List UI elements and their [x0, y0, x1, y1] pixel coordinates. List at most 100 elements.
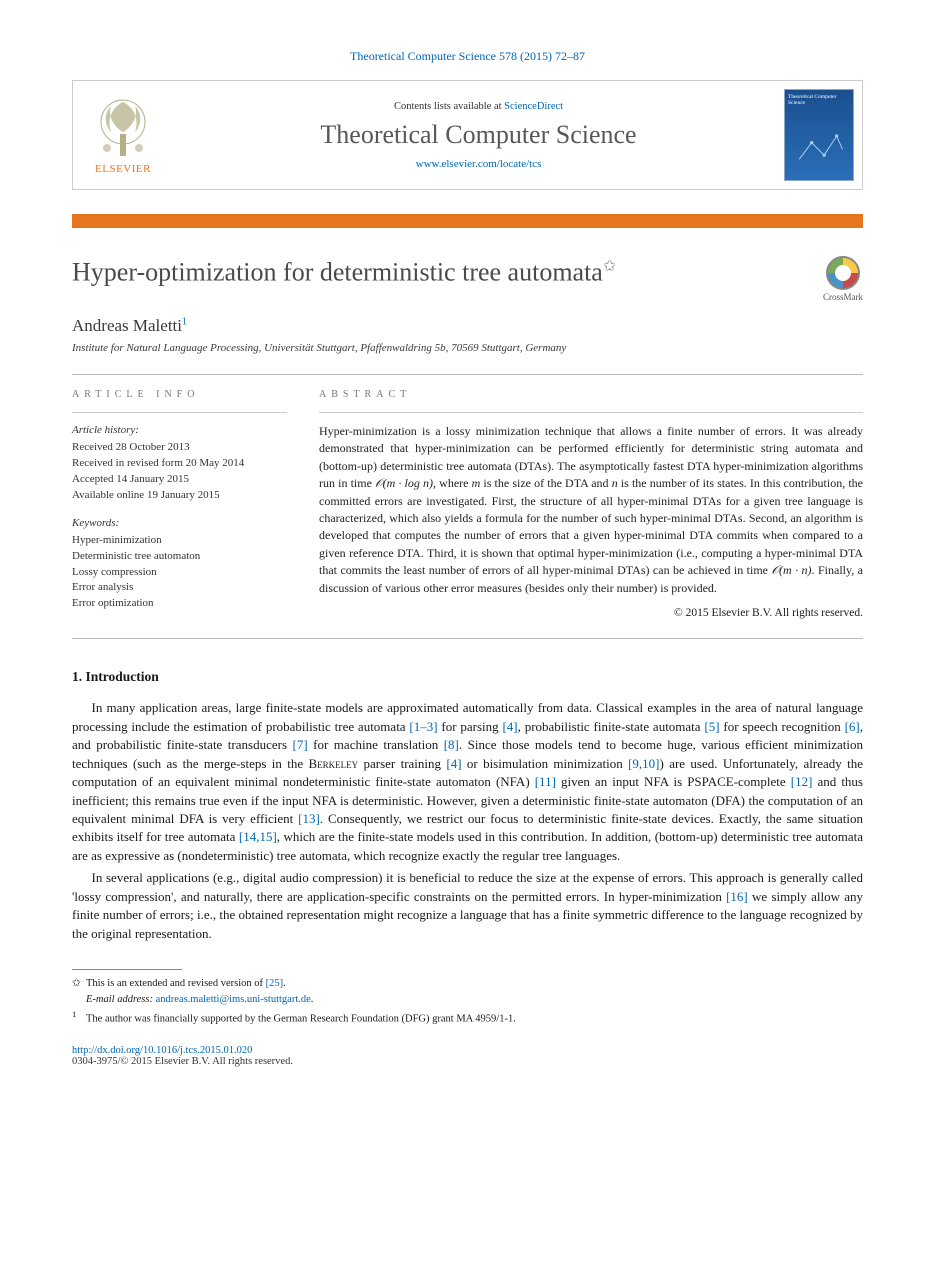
journal-name: Theoretical Computer Science [173, 120, 784, 150]
footnote-text: This is an extended and revised version … [86, 978, 266, 989]
title-note-symbol: ✩ [603, 258, 616, 275]
ref-link[interactable]: [9,10] [628, 756, 659, 771]
email-label: E-mail address: [86, 994, 153, 1005]
title-row: Hyper-optimization for deterministic tre… [72, 256, 863, 302]
author-note-marker: 1 [182, 316, 187, 327]
body-seg: or bisimulation minimization [462, 756, 629, 771]
copyright-line: © 2015 Elsevier B.V. All rights reserved… [319, 607, 863, 619]
cover-thumbnail: Theoretical Computer Science [784, 89, 854, 181]
ref-link[interactable]: [4] [446, 756, 461, 771]
top-citation: Theoretical Computer Science 578 (2015) … [72, 48, 863, 64]
body-seg: for machine translation [308, 737, 444, 752]
crossmark-badge[interactable]: CrossMark [823, 256, 863, 302]
footnote-text: The author was financially supported by … [86, 1013, 516, 1024]
history-heading: Article history: [72, 423, 287, 439]
ref-link[interactable]: [12] [791, 774, 813, 789]
footnote-symbol: ✩ [72, 976, 86, 992]
body-paragraph: In several applications (e.g., digital a… [72, 869, 863, 943]
ref-link[interactable]: [11] [535, 774, 556, 789]
publisher-name: ELSEVIER [95, 163, 151, 175]
section-title: Introduction [86, 669, 159, 684]
keywords-group: Keywords: Hyper-minimization Determinist… [72, 516, 287, 613]
history-item: Received in revised form 20 May 2014 [72, 456, 287, 472]
ref-link[interactable]: [7] [293, 737, 308, 752]
abstract-var: m [472, 476, 481, 490]
keywords-heading: Keywords: [72, 516, 287, 532]
ref-link[interactable]: [4] [502, 719, 517, 734]
author-text: Andreas Maletti [72, 316, 182, 335]
body-smallcaps: Berkeley [308, 756, 358, 771]
ref-link[interactable]: [25] [266, 978, 284, 989]
article-info-label: ARTICLE INFO [72, 389, 287, 400]
abstract-seg: is the number of its states. In this con… [319, 476, 863, 577]
history-item: Available online 19 January 2015 [72, 488, 287, 504]
abstract-seg: is the size of the DTA and [480, 476, 611, 490]
header-center: Contents lists available at ScienceDirec… [173, 81, 784, 189]
crossmark-icon [826, 256, 860, 290]
body-seg: for speech recognition [720, 719, 845, 734]
history-item: Received 28 October 2013 [72, 440, 287, 456]
body-seg: for parsing [438, 719, 503, 734]
footnote-rule [72, 969, 182, 970]
doi: http://dx.doi.org/10.1016/j.tcs.2015.01.… [72, 1045, 863, 1056]
keyword: Hyper-minimization [72, 533, 287, 549]
info-abstract-row: ARTICLE INFO Article history: Received 2… [72, 389, 863, 624]
contents-available: Contents lists available at ScienceDirec… [173, 101, 784, 112]
doi-link[interactable]: http://dx.doi.org/10.1016/j.tcs.2015.01.… [72, 1045, 252, 1056]
ref-link[interactable]: [8] [444, 737, 459, 752]
crossmark-label: CrossMark [823, 292, 863, 302]
keyword: Error optimization [72, 596, 287, 612]
ref-link[interactable]: [16] [726, 889, 748, 904]
issn-copyright: 0304-3975/© 2015 Elsevier B.V. All right… [72, 1056, 863, 1067]
article-title-text: Hyper-optimization for deterministic tre… [72, 258, 603, 287]
cover-art-icon [785, 126, 855, 176]
article-info-column: ARTICLE INFO Article history: Received 2… [72, 389, 287, 624]
footnote: ✩This is an extended and revised version… [72, 976, 863, 992]
footnote: 1 The author was financially supported by… [72, 1008, 863, 1027]
footnote-symbol: 1 [72, 1009, 76, 1019]
body-seg: given an input NFA is PSPACE-complete [556, 774, 791, 789]
abstract-label: ABSTRACT [319, 389, 863, 400]
accent-bar [72, 214, 863, 228]
footnote-email: E-mail address: andreas.maletti@ims.uni-… [72, 992, 863, 1008]
ref-link[interactable]: [1–3] [409, 719, 437, 734]
keyword: Deterministic tree automaton [72, 549, 287, 565]
body-seg: , probabilistic finite-state automata [518, 719, 705, 734]
email-link[interactable]: andreas.maletti@ims.uni-stuttgart.de [156, 994, 311, 1005]
abstract-math: 𝒪(m · n) [771, 563, 811, 577]
section-heading: 1. Introduction [72, 669, 863, 685]
ref-link[interactable]: [14,15] [239, 829, 277, 844]
journal-cover: Theoretical Computer Science [784, 81, 862, 189]
abstract-seg: , where [433, 476, 472, 490]
ref-link[interactable]: [13] [298, 811, 320, 826]
contents-prefix: Contents lists available at [394, 101, 504, 112]
top-citation-link[interactable]: Theoretical Computer Science 578 (2015) … [350, 49, 585, 63]
journal-homepage: www.elsevier.com/locate/tcs [173, 158, 784, 170]
abstract-text: Hyper-minimization is a lossy minimizati… [319, 423, 863, 597]
keyword: Error analysis [72, 580, 287, 596]
article-title: Hyper-optimization for deterministic tre… [72, 256, 807, 288]
article-info: Article history: Received 28 October 201… [72, 423, 287, 612]
history-group: Article history: Received 28 October 201… [72, 423, 287, 504]
page-container: Theoretical Computer Science 578 (2015) … [0, 0, 935, 1107]
abstract-divider [319, 412, 863, 413]
divider [72, 374, 863, 375]
history-item: Accepted 14 January 2015 [72, 472, 287, 488]
publisher-logo: ELSEVIER [73, 81, 173, 189]
ref-link[interactable]: [6] [845, 719, 860, 734]
abstract-math: 𝒪(m · log n) [375, 476, 433, 490]
footnote-text: . [283, 978, 286, 989]
elsevier-tree-icon [93, 96, 153, 161]
body-seg: parser training [358, 756, 446, 771]
info-divider [72, 412, 287, 413]
cover-title: Theoretical Computer Science [785, 90, 853, 106]
affiliation: Institute for Natural Language Processin… [72, 342, 863, 354]
abstract-column: ABSTRACT Hyper-minimization is a lossy m… [319, 389, 863, 624]
keyword: Lossy compression [72, 565, 287, 581]
author-name: Andreas Maletti1 [72, 316, 863, 336]
divider [72, 638, 863, 639]
body-paragraph: In many application areas, large finite-… [72, 699, 863, 865]
sciencedirect-link[interactable]: ScienceDirect [504, 101, 563, 112]
ref-link[interactable]: [5] [704, 719, 719, 734]
journal-homepage-link[interactable]: www.elsevier.com/locate/tcs [416, 158, 542, 170]
